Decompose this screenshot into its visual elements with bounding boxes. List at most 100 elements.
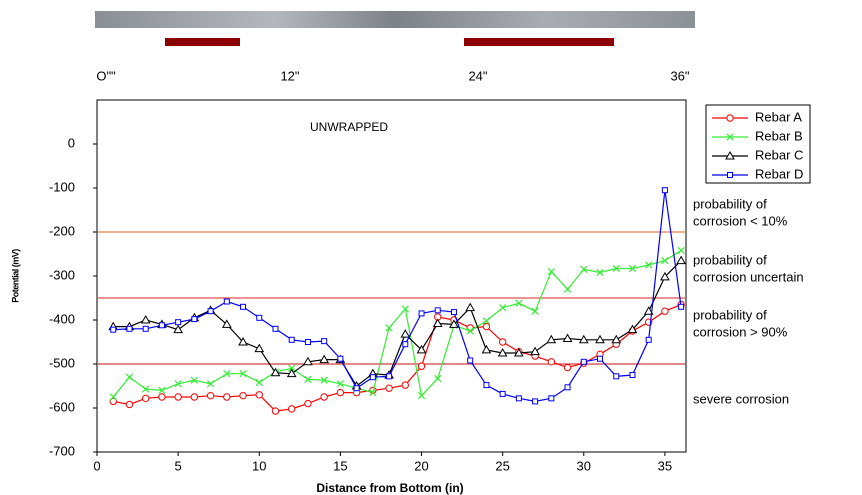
marker — [483, 382, 490, 389]
y-tick-label: -300 — [49, 267, 75, 282]
zone-label: probability of — [693, 196, 767, 211]
marker — [660, 271, 670, 281]
y-axis-label: Potential (mV) — [10, 249, 20, 303]
marker — [369, 388, 377, 397]
marker — [563, 285, 572, 293]
marker — [401, 381, 409, 389]
marker — [206, 391, 215, 400]
legend-label: Rebar A — [755, 109, 802, 124]
marker — [239, 370, 247, 378]
marker — [369, 374, 376, 381]
y-tick-label: 0 — [68, 135, 75, 150]
marker — [498, 338, 507, 346]
marker — [416, 344, 427, 354]
marker — [514, 347, 524, 357]
marker — [158, 393, 166, 401]
x-tick-label: 25 — [495, 458, 509, 473]
zone-label: corrosion uncertain — [693, 269, 804, 284]
marker — [304, 339, 311, 345]
marker — [449, 319, 459, 328]
marker — [109, 393, 117, 401]
x-tick-label: 10 — [252, 458, 266, 473]
marker — [240, 303, 247, 310]
marker — [385, 384, 393, 392]
marker — [548, 395, 555, 402]
marker — [288, 405, 296, 413]
marker — [206, 380, 215, 388]
annotation: UNWRAPPED — [310, 120, 388, 134]
marker — [417, 362, 426, 370]
marker — [126, 325, 133, 332]
marker — [562, 333, 573, 342]
marker — [645, 336, 652, 343]
marker — [304, 399, 312, 408]
marker — [109, 397, 117, 406]
marker — [546, 334, 557, 344]
marker — [465, 302, 476, 312]
marker — [450, 309, 457, 316]
marker — [256, 314, 263, 321]
marker — [223, 393, 231, 401]
marker — [612, 264, 620, 273]
legend-marker — [726, 114, 734, 122]
marker — [158, 322, 165, 329]
marker — [467, 357, 474, 364]
y-tick-label: -100 — [49, 179, 75, 194]
marker — [223, 298, 230, 305]
marker — [661, 307, 669, 315]
marker — [676, 255, 686, 265]
marker — [578, 334, 589, 344]
marker — [288, 336, 295, 343]
x-tick-label: 30 — [577, 458, 591, 473]
marker — [547, 267, 555, 276]
marker — [191, 316, 198, 323]
series-line — [112, 249, 682, 398]
marker — [320, 393, 328, 401]
marker — [286, 368, 297, 378]
marker — [434, 374, 442, 383]
x-tick-label: 5 — [175, 458, 182, 473]
damage-band — [464, 38, 614, 46]
y-tick-label: -700 — [49, 443, 75, 458]
marker — [304, 375, 312, 384]
zone-label: corrosion < 10% — [693, 213, 788, 228]
x-tick-label: 0 — [93, 458, 100, 473]
marker — [239, 391, 247, 400]
marker — [142, 325, 149, 332]
marker — [481, 344, 492, 354]
legend-label: Rebar B — [755, 128, 803, 143]
marker — [271, 407, 280, 415]
damage-band — [165, 38, 240, 46]
y-tick-label: -400 — [49, 311, 75, 326]
marker — [580, 265, 588, 274]
marker — [321, 338, 328, 345]
marker — [531, 307, 539, 315]
x-tick-label: 15 — [333, 458, 347, 473]
marker — [515, 299, 523, 307]
marker — [434, 307, 441, 314]
series-line — [113, 260, 682, 387]
legend-marker — [726, 133, 734, 141]
ruler-label: 24" — [468, 68, 487, 83]
series-line — [113, 190, 682, 403]
marker — [288, 364, 296, 373]
marker — [417, 392, 426, 400]
marker — [532, 398, 539, 405]
marker — [174, 380, 182, 388]
marker — [401, 305, 409, 313]
marker — [385, 324, 393, 332]
marker — [466, 327, 474, 335]
x-tick-label: 35 — [658, 458, 672, 473]
marker — [596, 268, 604, 277]
marker — [255, 391, 263, 399]
marker — [238, 336, 248, 346]
marker — [386, 373, 393, 380]
marker — [141, 394, 150, 403]
ruler-label: 36" — [670, 68, 689, 83]
marker — [336, 388, 345, 397]
x-axis-label: Distance from Bottom (in) — [316, 481, 463, 495]
specimen-photo — [95, 11, 695, 28]
marker — [353, 385, 360, 392]
marker — [661, 187, 668, 194]
